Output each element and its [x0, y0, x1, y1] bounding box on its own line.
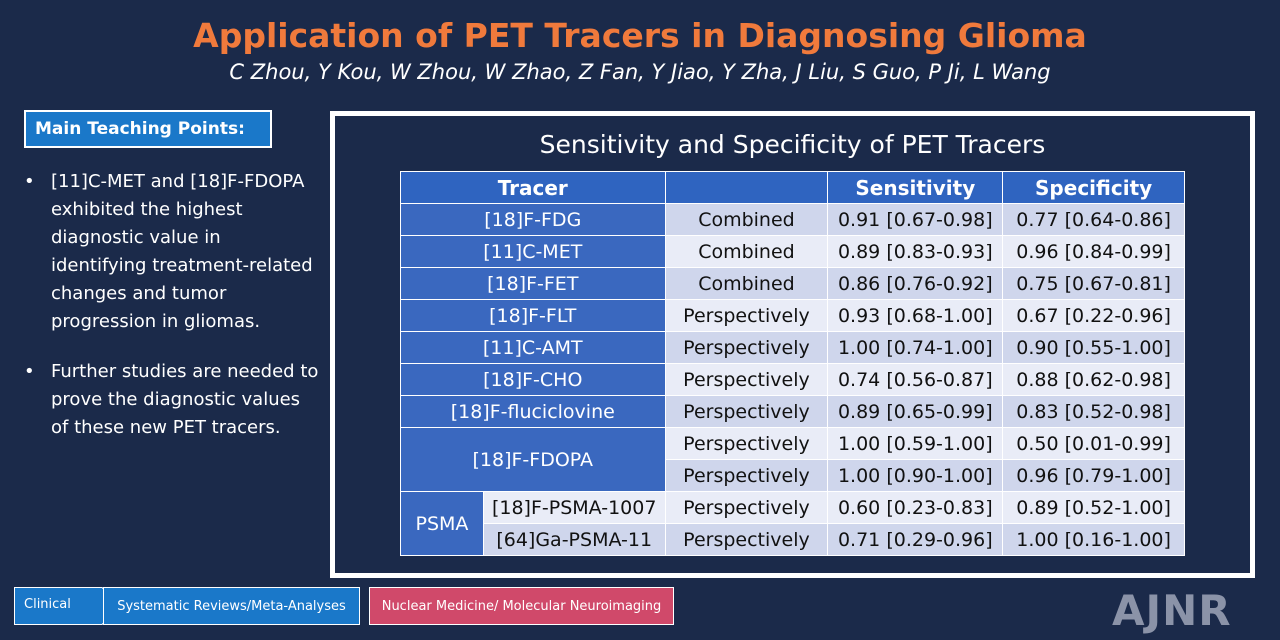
- sensitivity-cell: 1.00 [0.90-1.00]: [827, 459, 1004, 492]
- table-title: Sensitivity and Specificity of PET Trace…: [539, 130, 1046, 159]
- type-cell: Perspectively: [664, 395, 829, 428]
- tracer-cell: [11]C-AMT: [400, 331, 666, 364]
- tracer-cell: [18]F-fluciclovine: [400, 395, 666, 428]
- sensitivity-cell: 1.00 [0.59-1.00]: [827, 427, 1004, 460]
- sensitivity-cell: 0.86 [0.76-0.92]: [827, 267, 1004, 300]
- tracer-cell-fdopa: [18]F-FDOPA: [400, 427, 666, 492]
- type-cell: Perspectively: [664, 331, 829, 364]
- tracer-cell: [64]Ga-PSMA-11: [482, 523, 666, 556]
- specificity-cell: 0.88 [0.62-0.98]: [1002, 363, 1185, 396]
- ajnr-logo: AJNR: [1112, 586, 1232, 635]
- table-row: [18]F-FET Combined 0.86 [0.76-0.92] 0.75…: [400, 267, 1185, 300]
- type-cell: Perspectively: [664, 491, 829, 524]
- teaching-point-text: Further studies are needed to prove the …: [51, 361, 319, 438]
- type-cell: Combined: [664, 235, 829, 268]
- table-row: [11]C-AMT Perspectively 1.00 [0.74-1.00]…: [400, 331, 1185, 364]
- teaching-point-text: [11]C-MET and [18]F-FDOPA exhibited the …: [51, 171, 313, 332]
- specificity-cell: 0.83 [0.52-0.98]: [1002, 395, 1185, 428]
- specificity-cell: 0.67 [0.22-0.96]: [1002, 299, 1185, 332]
- table-row: [18]F-fluciclovine Perspectively 0.89 [0…: [400, 395, 1185, 428]
- table-row: PSMA [18]F-PSMA-1007 Perspectively 0.60 …: [400, 491, 1185, 556]
- tracer-table-panel: Sensitivity and Specificity of PET Trace…: [330, 111, 1255, 578]
- teaching-points-heading: Main Teaching Points:: [24, 110, 272, 148]
- systematic-reviews-tag: Systematic Reviews/Meta-Analyses: [103, 587, 360, 625]
- table-row: [18]F-FDG Combined 0.91 [0.67-0.98] 0.77…: [400, 203, 1185, 236]
- type-cell: Combined: [664, 203, 829, 236]
- teaching-point: • [11]C-MET and [18]F-FDOPA exhibited th…: [24, 168, 319, 336]
- teaching-point: • Further studies are needed to prove th…: [24, 358, 319, 442]
- tracer-cell: [18]F-FDG: [400, 203, 666, 236]
- table-row: [18]F-FLT Perspectively 0.93 [0.68-1.00]…: [400, 299, 1185, 332]
- tracer-cell: [11]C-MET: [400, 235, 666, 268]
- sensitivity-cell: 0.89 [0.65-0.99]: [827, 395, 1004, 428]
- psma-group-cell: PSMA: [400, 491, 484, 556]
- table-header-row: Tracer Sensitivity Specificity: [400, 171, 1185, 204]
- bullet-icon: •: [24, 171, 35, 192]
- sensitivity-cell: 1.00 [0.74-1.00]: [827, 331, 1004, 364]
- tracer-cell: [18]F-PSMA-1007: [482, 491, 666, 524]
- sensitivity-cell: 0.89 [0.83-0.93]: [827, 235, 1004, 268]
- specificity-cell: 0.75 [0.67-0.81]: [1002, 267, 1185, 300]
- specificity-cell: 0.50 [0.01-0.99]: [1002, 427, 1185, 460]
- bullet-icon: •: [24, 361, 35, 382]
- teaching-points-list: • [11]C-MET and [18]F-FDOPA exhibited th…: [24, 168, 319, 464]
- specificity-cell: 0.96 [0.79-1.00]: [1002, 459, 1185, 492]
- specificity-cell: 0.90 [0.55-1.00]: [1002, 331, 1185, 364]
- type-cell: Combined: [664, 267, 829, 300]
- nuclear-medicine-tag: Nuclear Medicine/ Molecular Neuroimaging: [369, 587, 674, 625]
- type-cell: Perspectively: [664, 427, 829, 460]
- table-row: [64]Ga-PSMA-11 Perspectively 0.71 [0.29-…: [401, 523, 1185, 556]
- type-cell: Perspectively: [664, 363, 829, 396]
- header-sensitivity: Sensitivity: [827, 171, 1004, 204]
- author-list: C Zhou, Y Kou, W Zhou, W Zhao, Z Fan, Y …: [229, 60, 1051, 84]
- tracer-cell: [18]F-CHO: [400, 363, 666, 396]
- type-cell: Perspectively: [664, 299, 829, 332]
- header-specificity: Specificity: [1002, 171, 1185, 204]
- specificity-cell: 0.77 [0.64-0.86]: [1002, 203, 1185, 236]
- specificity-cell: 1.00 [0.16-1.00]: [1002, 523, 1185, 556]
- tracer-cell: [18]F-FET: [400, 267, 666, 300]
- sensitivity-cell: 0.60 [0.23-0.83]: [827, 491, 1004, 524]
- type-cell: Perspectively: [664, 523, 829, 556]
- sensitivity-cell: 0.74 [0.56-0.87]: [827, 363, 1004, 396]
- header-tracer: Tracer: [400, 171, 666, 204]
- sensitivity-cell: 0.71 [0.29-0.96]: [827, 523, 1004, 556]
- table-row: [11]C-MET Combined 0.89 [0.83-0.93] 0.96…: [400, 235, 1185, 268]
- tracer-cell: [18]F-FLT: [400, 299, 666, 332]
- sensitivity-cell: 0.93 [0.68-1.00]: [827, 299, 1004, 332]
- sensitivity-cell: 0.91 [0.67-0.98]: [827, 203, 1004, 236]
- specificity-cell: 0.89 [0.52-1.00]: [1002, 491, 1185, 524]
- header-type: [664, 171, 829, 204]
- specificity-cell: 0.96 [0.84-0.99]: [1002, 235, 1185, 268]
- page-title: Application of PET Tracers in Diagnosing…: [193, 16, 1087, 55]
- type-cell: Perspectively: [664, 459, 829, 492]
- table-row: Perspectively 1.00 [0.90-1.00] 0.96 [0.7…: [401, 459, 1185, 492]
- table-row: [18]F-CHO Perspectively 0.74 [0.56-0.87]…: [400, 363, 1185, 396]
- table-row: [18]F-FDOPA Perspectively 1.00 [0.59-1.0…: [400, 427, 1185, 492]
- tracer-table: Tracer Sensitivity Specificity [18]F-FDG…: [400, 171, 1185, 556]
